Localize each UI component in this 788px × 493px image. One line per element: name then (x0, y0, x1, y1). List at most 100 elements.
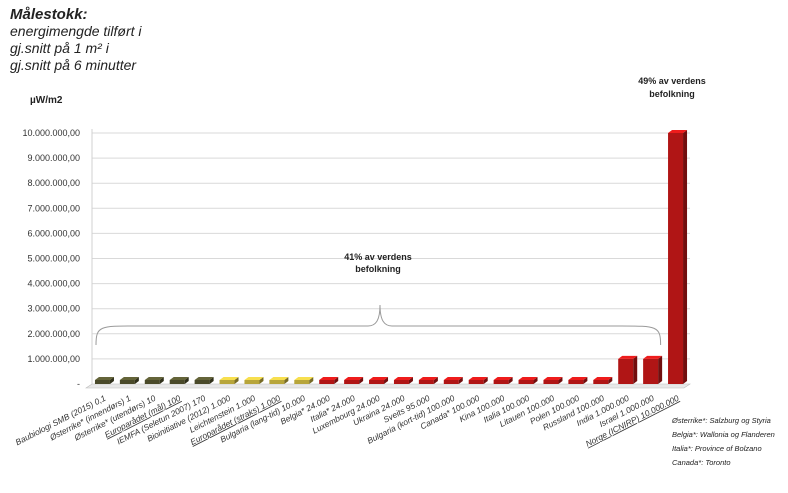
bar-14 (418, 377, 438, 384)
bar-top (144, 377, 164, 380)
chart-title: Målestokk: energimengde tilført i gj.sni… (10, 6, 142, 74)
bar-front (393, 380, 409, 384)
annotation-41-line1: 41% av verdens (344, 252, 412, 262)
bar-front (294, 380, 310, 384)
bar-9 (294, 377, 314, 384)
bar-8 (269, 377, 289, 384)
bar-front (94, 380, 110, 384)
bar-front (568, 380, 584, 384)
bar-2 (119, 377, 139, 384)
bar-side (508, 377, 513, 384)
bar-top (219, 377, 239, 380)
bar-10 (319, 377, 339, 384)
bar-front (518, 380, 534, 384)
bar-top (294, 377, 314, 380)
bar-side (209, 377, 214, 384)
bar-top (94, 377, 114, 380)
bar-front (119, 380, 135, 384)
bar-16 (468, 377, 488, 384)
y-tick-label: 5.000.000,00 (27, 254, 80, 264)
bar-side (633, 355, 638, 384)
bar-side (433, 377, 438, 384)
bar-17 (493, 377, 513, 384)
bar-side (608, 377, 613, 384)
annotation-49-line2: befolkning (649, 89, 695, 99)
bar-front (493, 380, 509, 384)
bar-3 (144, 377, 164, 384)
y-tick-label: 1.000.000,00 (27, 354, 80, 364)
bar-20 (568, 377, 588, 384)
bar-top (119, 377, 139, 380)
bar-side (683, 130, 688, 384)
bar-side (359, 377, 364, 384)
y-tick-label: 8.000.000,00 (27, 178, 80, 188)
gridlines (92, 132, 690, 360)
bar-top (319, 377, 339, 380)
footnote-2: Belgia*: Wallonia og Flanderen (672, 430, 775, 439)
bar-front (144, 380, 160, 384)
bar-5 (194, 377, 214, 384)
bar-top (169, 377, 189, 380)
y-axis-unit: µW/m2 (30, 95, 63, 106)
bar-top (618, 355, 638, 359)
bar-top (194, 377, 214, 380)
bar-top (369, 377, 389, 380)
bar-top (643, 355, 663, 359)
y-tick-label: 10.000.000,00 (22, 128, 80, 138)
bar-front (443, 380, 459, 384)
bar-side (558, 377, 563, 384)
bar-front (593, 380, 609, 384)
bar-11 (344, 377, 364, 384)
bar-side (408, 377, 413, 384)
bar-top (468, 377, 488, 380)
footnote-4: Canada*: Toronto (672, 458, 731, 467)
y-tick-label: 4.000.000,00 (27, 279, 80, 289)
bar-front (468, 380, 484, 384)
title-line-3: gj.snitt på 1 m² i (10, 40, 109, 56)
bar-top (668, 130, 688, 133)
bar-side (458, 377, 463, 384)
bar-top (344, 377, 364, 380)
bar-top (269, 377, 289, 380)
bar-front (169, 380, 185, 384)
bar-top (543, 377, 563, 380)
bar-18 (518, 377, 538, 384)
bar-side (309, 377, 314, 384)
bar-front (269, 380, 285, 384)
bar-side (259, 377, 264, 384)
bar-front (418, 380, 434, 384)
bar-side (284, 377, 289, 384)
bar-24 (668, 130, 688, 384)
title-line-2: energimengde tilført i (10, 23, 142, 39)
y-tick-label: - (77, 379, 80, 389)
brace-path (95, 304, 662, 346)
footnotes: Østerrike*: Salzburg og Styria Belgia*: … (671, 416, 775, 467)
bar-side (384, 377, 389, 384)
bar-side (533, 377, 538, 384)
bar-side (184, 377, 189, 384)
bar-side (334, 377, 339, 384)
bar-top (418, 377, 438, 380)
bar-top (593, 377, 613, 380)
bar-front (668, 133, 684, 384)
y-tick-labels: - 1.000.000,00 2.000.000,00 3.000.000,00 4.0… (22, 128, 80, 389)
bar-front (194, 380, 210, 384)
annotation-49-line1: 49% av verdens (638, 76, 706, 86)
annotations: 41% av verdens befolkning 49% av verdens… (344, 76, 706, 274)
y-tick-label: 3.000.000,00 (27, 304, 80, 314)
bar-12 (369, 377, 389, 384)
bar-top (443, 377, 463, 380)
chart-floor-plane (85, 383, 691, 389)
bar-side (234, 377, 239, 384)
bar-side (109, 377, 114, 384)
bar-19 (543, 377, 563, 384)
y-tick-label: 9.000.000,00 (27, 153, 80, 163)
bar-13 (393, 377, 413, 384)
bar-top (493, 377, 513, 380)
bar-top (518, 377, 538, 380)
bar-top (393, 377, 413, 380)
bar-side (583, 377, 588, 384)
bar-23 (643, 355, 663, 384)
